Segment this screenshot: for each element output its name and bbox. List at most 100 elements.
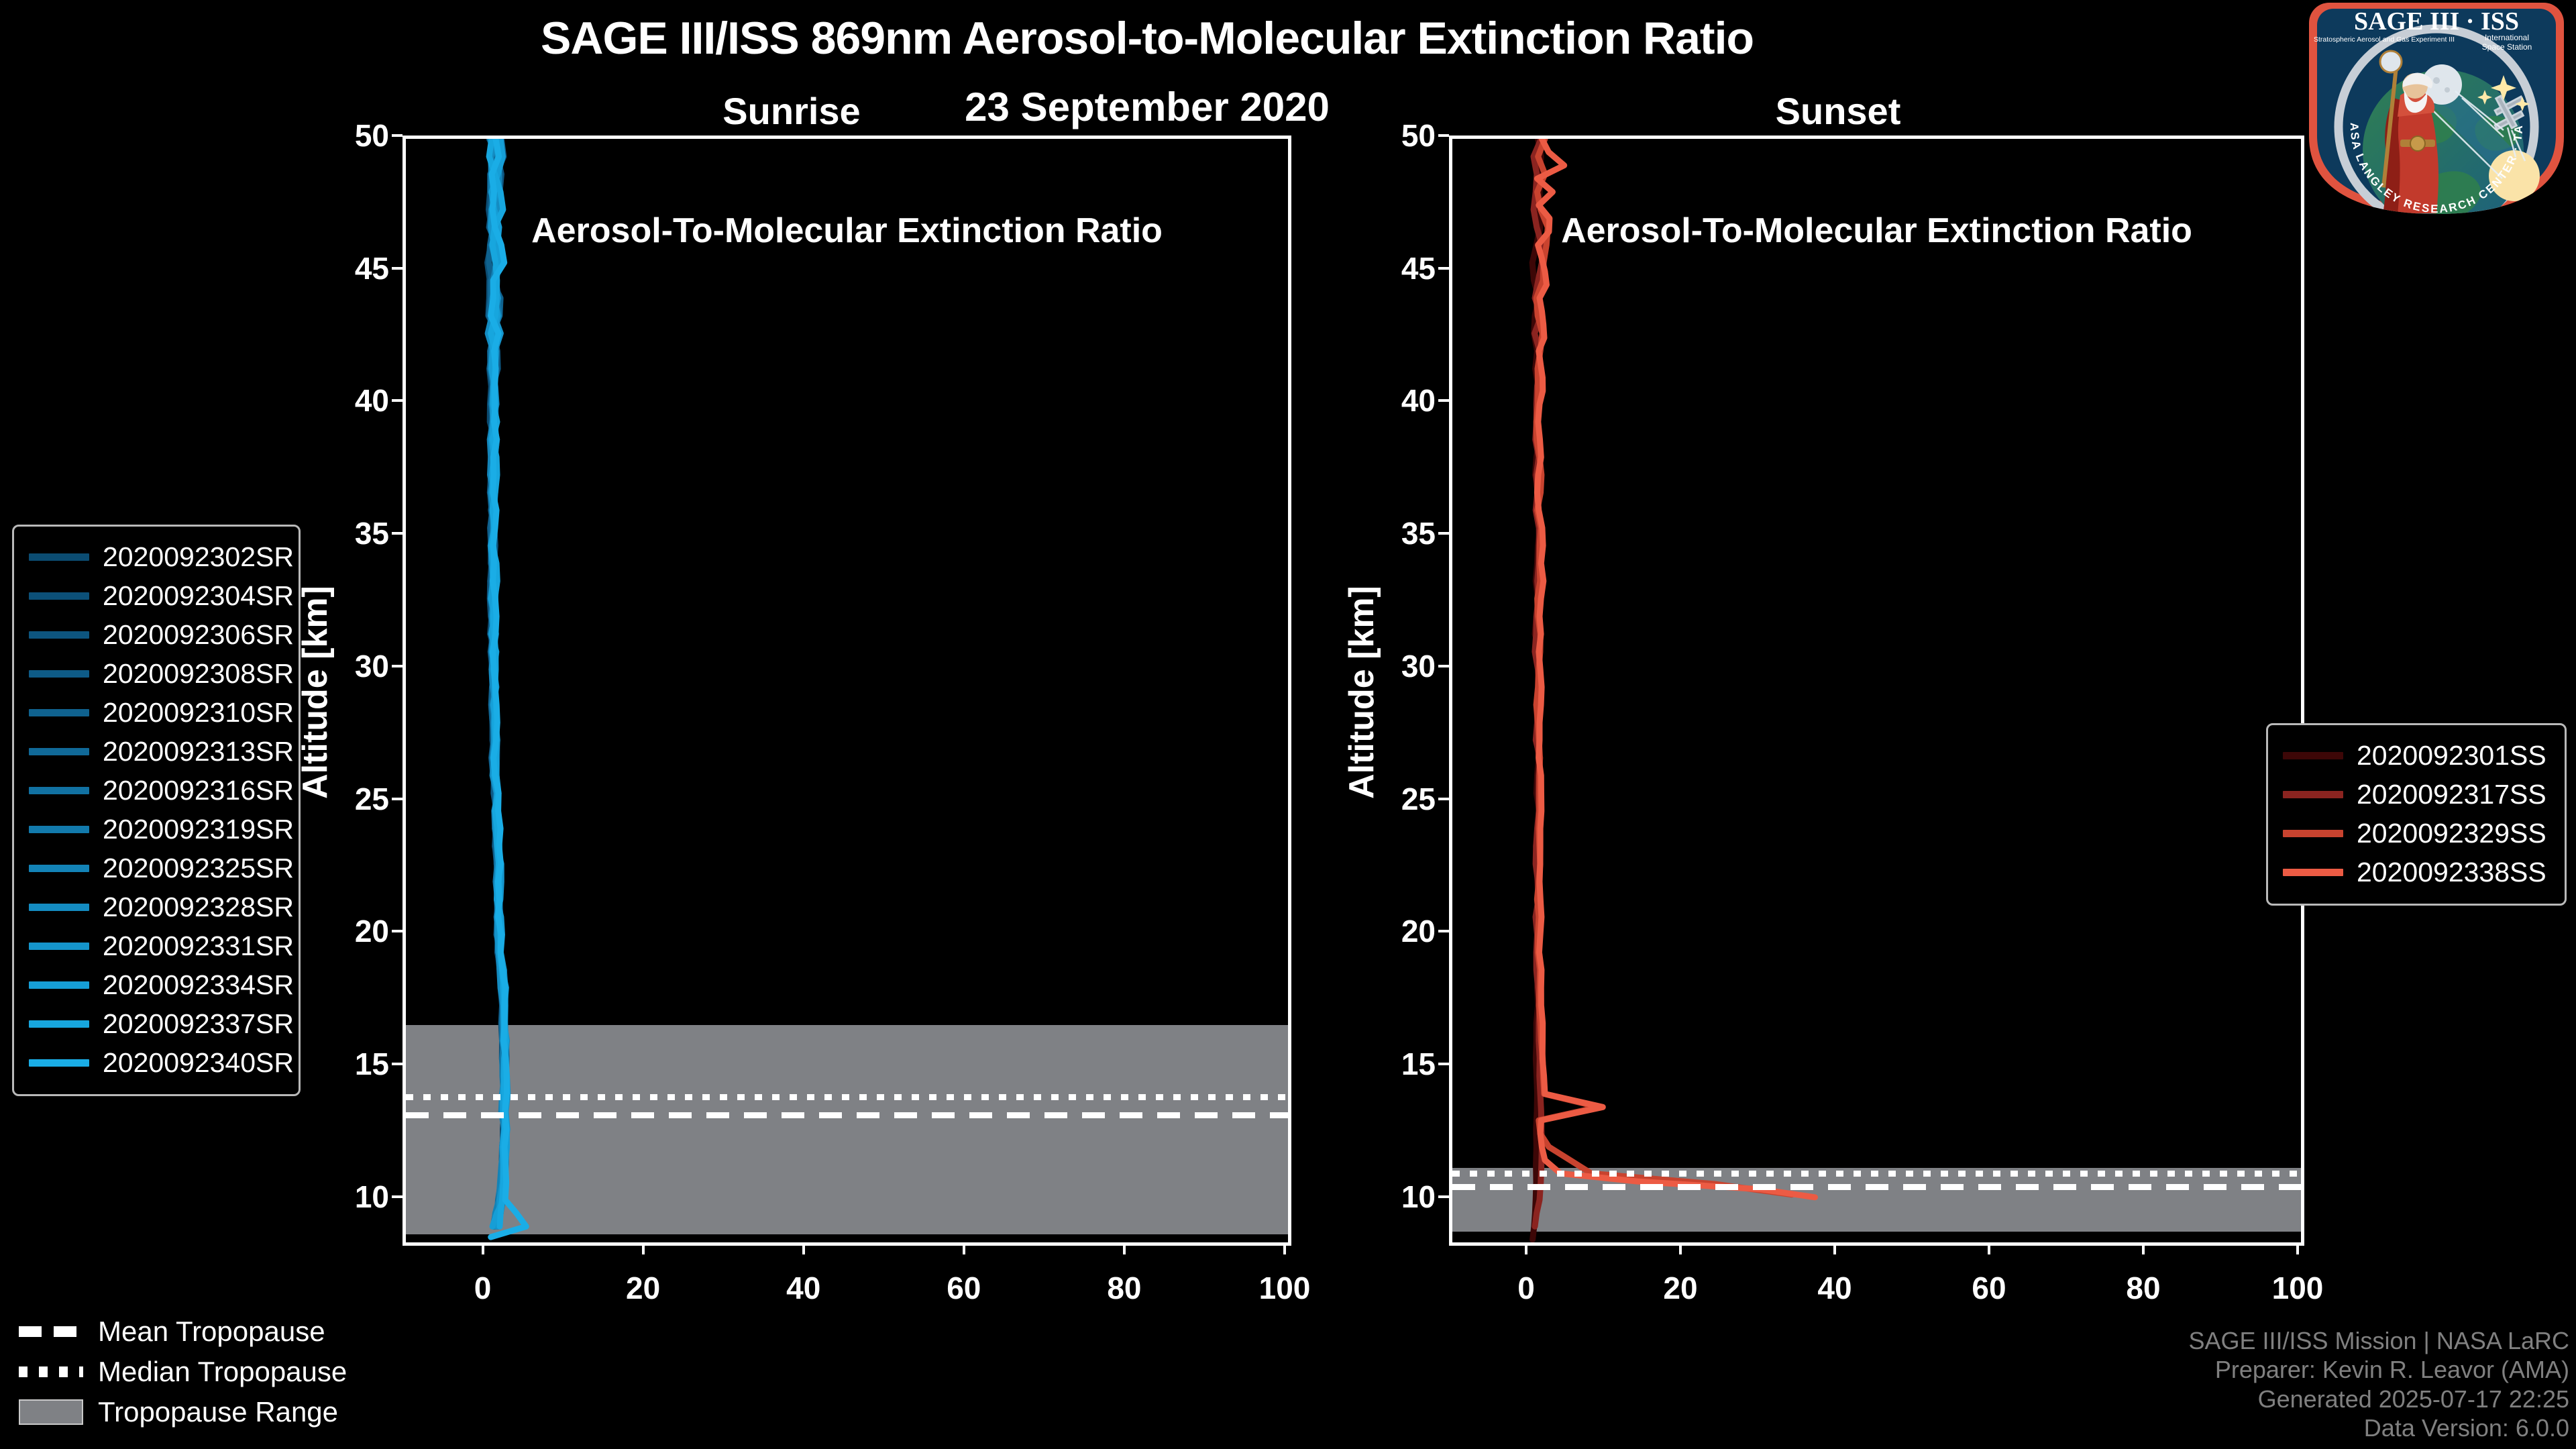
legend-sunset[interactable]: 2020092301SS 2020092317SS 2020092329SS 2020… bbox=[2266, 723, 2567, 906]
legend-label: 2020092302SR bbox=[103, 541, 294, 572]
dashed-line-icon bbox=[19, 1326, 83, 1337]
legend-label: 2020092331SR bbox=[103, 930, 294, 961]
y-tick-label-40: 40 bbox=[1401, 383, 1436, 419]
y-tick-label-15: 15 bbox=[1401, 1046, 1436, 1081]
panel-title-sunset: Sunset bbox=[1775, 90, 1901, 132]
legend-item-2020092310SR[interactable]: 2020092310SR bbox=[29, 693, 294, 732]
legend-item-2020092301SS[interactable]: 2020092301SS bbox=[2283, 736, 2550, 775]
legend-item-2020092329SS[interactable]: 2020092329SS bbox=[2283, 814, 2550, 853]
legend-label: 2020092301SS bbox=[2357, 739, 2546, 771]
key-row-tropopause-range: Tropopause Range bbox=[19, 1392, 347, 1432]
median-tropopause-line bbox=[406, 1093, 1288, 1100]
legend-item-2020092338SS[interactable]: 2020092338SS bbox=[2283, 853, 2550, 892]
legend-color-swatch bbox=[29, 981, 89, 989]
y-tick-mark-50 bbox=[1438, 134, 1449, 137]
legend-label: 2020092334SR bbox=[103, 969, 294, 1000]
y-tick-mark-45 bbox=[1438, 266, 1449, 270]
x-tick-label-40: 40 bbox=[1817, 1271, 1852, 1305]
legend-label: 2020092310SR bbox=[103, 696, 294, 728]
y-tick-mark-25 bbox=[1438, 797, 1449, 800]
x-tick-label-60: 60 bbox=[947, 1271, 981, 1305]
y-tick-mark-20 bbox=[392, 930, 402, 933]
y-tick-mark-15 bbox=[392, 1063, 402, 1065]
y-tick-mark-30 bbox=[392, 664, 402, 667]
legend-color-swatch bbox=[29, 942, 89, 950]
y-tick-label-10: 10 bbox=[354, 1179, 389, 1214]
filled-band-icon bbox=[19, 1399, 83, 1425]
y-tick-mark-25 bbox=[392, 797, 402, 800]
legend-label: 2020092304SR bbox=[103, 580, 294, 611]
legend-label: 2020092313SR bbox=[103, 735, 294, 767]
y-tick-mark-20 bbox=[1438, 930, 1449, 933]
y-tick-label-25: 25 bbox=[354, 781, 389, 816]
legend-color-swatch bbox=[29, 1059, 89, 1067]
legend-item-2020092334SR[interactable]: 2020092334SR bbox=[29, 965, 294, 1004]
y-tick-label-10: 10 bbox=[1401, 1179, 1436, 1214]
legend-color-swatch bbox=[29, 708, 89, 716]
legend-label: 2020092325SR bbox=[103, 852, 294, 883]
x-tick-label-80: 80 bbox=[1107, 1271, 1142, 1305]
x-tick-label-80: 80 bbox=[2126, 1271, 2161, 1305]
sunrise-axes bbox=[402, 136, 1291, 1246]
legend-item-2020092319SR[interactable]: 2020092319SR bbox=[29, 810, 294, 849]
y-tick-label-40: 40 bbox=[354, 383, 389, 419]
tropopause-key: Mean Tropopause Median Tropopause Tropop… bbox=[19, 1311, 347, 1432]
credit-line-data-version: Data Version: 6.0.0 bbox=[2363, 1413, 2569, 1442]
x-axis-label-sunrise: Aerosol-To-Molecular Extinction Ratio bbox=[531, 211, 1163, 250]
x-tick-label-100: 100 bbox=[2271, 1271, 2324, 1305]
legend-item-2020092337SR[interactable]: 2020092337SR bbox=[29, 1004, 294, 1043]
legend-item-2020092328SR[interactable]: 2020092328SR bbox=[29, 888, 294, 926]
patch-subtitle-right-line1: International bbox=[2485, 33, 2529, 42]
legend-color-swatch bbox=[29, 786, 89, 794]
legend-item-2020092340SR[interactable]: 2020092340SR bbox=[29, 1043, 294, 1082]
legend-color-swatch bbox=[2283, 868, 2343, 876]
key-row-median-tropopause: Median Tropopause bbox=[19, 1352, 347, 1392]
legend-item-2020092304SR[interactable]: 2020092304SR bbox=[29, 576, 294, 615]
patch-subtitle-left: Stratospheric Aerosol and Gas Experiment… bbox=[2314, 36, 2455, 44]
x-tick-mark-80 bbox=[1122, 1242, 1126, 1254]
x-tick-mark-20 bbox=[641, 1242, 645, 1254]
legend-item-2020092317SS[interactable]: 2020092317SS bbox=[2283, 775, 2550, 814]
x-tick-mark-80 bbox=[2142, 1242, 2145, 1254]
series-line-2020092340SR bbox=[488, 139, 529, 1240]
y-tick-label-20: 20 bbox=[354, 914, 389, 949]
mean-tropopause-line bbox=[1452, 1183, 2301, 1190]
y-tick-mark-10 bbox=[392, 1195, 402, 1198]
page-title: SAGE III/ISS 869nm Aerosol-to-Molecular … bbox=[540, 13, 1754, 64]
profile-traces bbox=[484, 139, 529, 1240]
x-tick-label-40: 40 bbox=[786, 1271, 821, 1305]
legend-item-2020092331SR[interactable]: 2020092331SR bbox=[29, 926, 294, 965]
x-tick-label-60: 60 bbox=[1972, 1271, 2006, 1305]
mean-tropopause-line bbox=[406, 1112, 1288, 1119]
legend-item-2020092325SR[interactable]: 2020092325SR bbox=[29, 849, 294, 888]
x-tick-mark-60 bbox=[1988, 1242, 1990, 1254]
legend-color-swatch bbox=[29, 864, 89, 872]
patch-title: SAGE III · ISS bbox=[2354, 7, 2519, 36]
y-tick-mark-40 bbox=[1438, 399, 1449, 402]
y-tick-label-45: 45 bbox=[354, 250, 389, 286]
x-tick-label-20: 20 bbox=[626, 1271, 661, 1305]
panel-title-sunrise: Sunrise bbox=[722, 90, 861, 132]
y-tick-label-45: 45 bbox=[1401, 250, 1436, 286]
legend-color-swatch bbox=[2283, 751, 2343, 759]
legend-item-2020092306SR[interactable]: 2020092306SR bbox=[29, 615, 294, 654]
legend-color-swatch bbox=[29, 903, 89, 911]
credits-block: SAGE III/ISS Mission | NASA LaRC Prepare… bbox=[2188, 1326, 2569, 1442]
legend-color-swatch bbox=[29, 553, 89, 561]
legend-sunrise[interactable]: 2020092302SR 2020092304SR 2020092306SR 2020… bbox=[12, 525, 301, 1096]
legend-label: 2020092329SS bbox=[2357, 817, 2546, 849]
y-tick-mark-35 bbox=[392, 532, 402, 535]
x-tick-label-0: 0 bbox=[474, 1271, 492, 1305]
legend-item-2020092302SR[interactable]: 2020092302SR bbox=[29, 537, 294, 576]
y-tick-label-50: 50 bbox=[354, 118, 389, 153]
x-tick-label-100: 100 bbox=[1258, 1271, 1311, 1305]
legend-color-swatch bbox=[29, 631, 89, 639]
y-tick-label-25: 25 bbox=[1401, 781, 1436, 816]
legend-item-2020092316SR[interactable]: 2020092316SR bbox=[29, 771, 294, 810]
legend-item-2020092313SR[interactable]: 2020092313SR bbox=[29, 732, 294, 771]
credit-line-preparer: Preparer: Kevin R. Leavor (AMA) bbox=[2214, 1356, 2569, 1384]
x-tick-label-0: 0 bbox=[1517, 1271, 1535, 1305]
legend-color-swatch bbox=[2283, 829, 2343, 837]
key-label-tropopause-range: Tropopause Range bbox=[98, 1396, 339, 1428]
legend-item-2020092308SR[interactable]: 2020092308SR bbox=[29, 654, 294, 693]
